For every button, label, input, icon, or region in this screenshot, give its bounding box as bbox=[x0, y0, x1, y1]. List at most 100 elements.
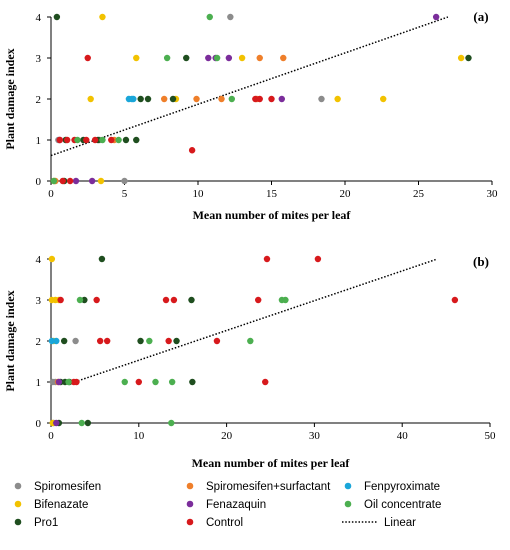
legend-item-oil-concentrate: Oil concentrate bbox=[344, 499, 441, 511]
legend-marker-icon bbox=[14, 482, 22, 490]
series-spiromesifen-surfactant bbox=[52, 54, 287, 185]
data-point bbox=[93, 296, 100, 304]
data-point bbox=[152, 378, 159, 386]
data-point bbox=[193, 95, 200, 103]
data-point bbox=[168, 378, 176, 386]
x-tick-label: 50 bbox=[485, 430, 497, 442]
data-point bbox=[318, 95, 325, 103]
y-axis-title: Plant damage index bbox=[3, 48, 17, 149]
y-tick-label: 2 bbox=[36, 336, 42, 348]
data-point bbox=[170, 296, 178, 304]
legend-label: Bifenazate bbox=[34, 499, 88, 511]
legend-item-pro1: Pro1 bbox=[14, 517, 58, 529]
data-point bbox=[137, 337, 144, 345]
legend-item-spiromesifen: Spiromesifen bbox=[14, 481, 101, 493]
data-point bbox=[314, 255, 322, 263]
data-point bbox=[173, 337, 180, 345]
data-point bbox=[263, 255, 271, 263]
data-point bbox=[121, 177, 128, 185]
x-axis-title: Mean number of mites per leaf bbox=[193, 208, 352, 222]
x-tick-label: 30 bbox=[309, 430, 321, 442]
data-point bbox=[83, 136, 90, 144]
data-point bbox=[280, 54, 287, 62]
data-point bbox=[334, 95, 341, 103]
data-point bbox=[78, 419, 85, 427]
data-point bbox=[206, 13, 213, 21]
data-point bbox=[65, 378, 72, 386]
panel-label: (b) bbox=[473, 254, 489, 269]
legend-marker-icon bbox=[14, 518, 22, 526]
series-control bbox=[56, 54, 275, 185]
data-point bbox=[121, 378, 128, 386]
data-point bbox=[60, 337, 68, 345]
data-point bbox=[87, 95, 94, 103]
legend-marker-icon bbox=[14, 500, 22, 508]
legend-label: Oil concentrate bbox=[364, 499, 441, 511]
data-point bbox=[96, 337, 104, 345]
data-point bbox=[165, 337, 172, 345]
data-point bbox=[432, 13, 440, 21]
y-tick-label: 1 bbox=[36, 135, 42, 147]
legend: Spiromesifen Spiromesifen+surfactant Fenpy… bbox=[14, 481, 441, 529]
data-point bbox=[451, 296, 459, 304]
data-point bbox=[53, 337, 60, 345]
series-fenpyroximate bbox=[48, 337, 60, 345]
series-fenpyroximate bbox=[125, 95, 137, 103]
x-tick-label: 10 bbox=[193, 188, 205, 200]
legend-marker-icon bbox=[344, 500, 352, 508]
data-point bbox=[66, 177, 74, 185]
data-point bbox=[160, 95, 168, 103]
y-tick-label: 4 bbox=[36, 254, 42, 266]
data-point bbox=[255, 296, 262, 304]
y-tick-label: 2 bbox=[36, 94, 42, 106]
data-point bbox=[133, 136, 140, 144]
data-point bbox=[205, 54, 212, 62]
y-tick-label: 3 bbox=[36, 53, 42, 65]
panel-label: (a) bbox=[473, 9, 488, 24]
legend-label: Pro1 bbox=[34, 517, 58, 529]
data-point bbox=[262, 378, 269, 386]
data-point bbox=[133, 54, 140, 62]
data-point bbox=[97, 177, 105, 185]
y-axis-title: Plant damage index bbox=[3, 290, 17, 391]
panel-a: 0 5 10 15 20 25 30 0 1 2 3 4 Mean number of mites pe… bbox=[3, 9, 498, 222]
data-point bbox=[73, 378, 80, 386]
linear-trendline bbox=[68, 258, 438, 385]
data-point bbox=[256, 54, 263, 62]
data-point bbox=[99, 136, 106, 144]
y-tick-label: 1 bbox=[36, 377, 42, 389]
x-tick-label: 20 bbox=[221, 430, 233, 442]
legend-label: Control bbox=[206, 517, 243, 529]
x-tick-label: 25 bbox=[413, 188, 425, 200]
data-point bbox=[457, 54, 465, 62]
y-tick-label: 0 bbox=[36, 176, 42, 188]
data-point bbox=[183, 54, 190, 62]
data-point bbox=[228, 95, 236, 103]
panel-b: 0 10 20 30 40 50 0 1 2 3 4 Mean number of mites per… bbox=[3, 254, 496, 470]
series-oil-concentrate bbox=[65, 296, 289, 427]
data-point bbox=[53, 419, 60, 427]
legend-label: Spiromesifen+surfactant bbox=[206, 481, 331, 493]
x-tick-label: 0 bbox=[48, 188, 54, 200]
data-point bbox=[247, 337, 254, 345]
legend-item-fenazaquin: Fenazaquin bbox=[186, 499, 266, 511]
data-point bbox=[56, 136, 64, 144]
data-point bbox=[108, 136, 115, 144]
legend-marker-icon bbox=[186, 482, 194, 490]
series-control bbox=[57, 255, 459, 386]
data-point bbox=[84, 419, 92, 427]
x-tick-label: 30 bbox=[487, 188, 499, 200]
x-tick-label: 5 bbox=[122, 188, 128, 200]
data-point bbox=[91, 136, 99, 144]
data-point bbox=[88, 177, 96, 185]
data-point bbox=[282, 296, 289, 304]
data-point bbox=[57, 296, 64, 304]
data-point bbox=[48, 255, 56, 263]
data-point bbox=[103, 337, 111, 345]
data-point bbox=[128, 95, 136, 103]
data-point bbox=[169, 95, 177, 103]
data-point bbox=[168, 419, 175, 427]
x-tick-label: 10 bbox=[133, 430, 145, 442]
data-point bbox=[238, 54, 246, 62]
